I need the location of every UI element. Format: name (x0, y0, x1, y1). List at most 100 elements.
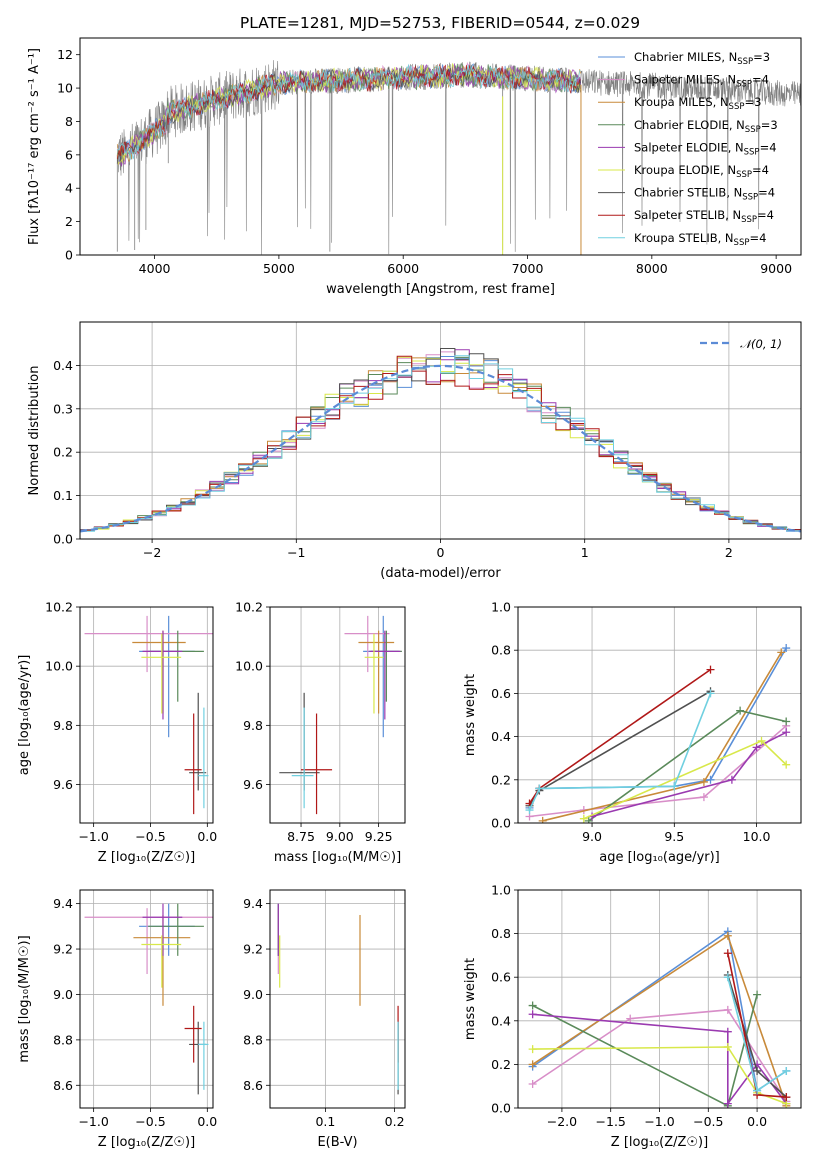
weight-series (532, 994, 758, 1107)
x-tick-label: 4000 (139, 261, 171, 276)
x-tick-label: 1 (581, 545, 589, 560)
axes-frame (79, 606, 214, 824)
weight-marker (736, 706, 745, 715)
legend-subscript: SSP (742, 193, 758, 203)
weight-marker (723, 973, 732, 982)
x-tick-label: 9.00 (326, 829, 354, 844)
plot-area (528, 927, 791, 1108)
x-tick-label: −1 (287, 545, 305, 560)
y-tick-label: 9.4 (243, 896, 263, 911)
model-spectrum (116, 63, 581, 161)
y-tick-label: 10 (57, 81, 73, 96)
weight-marker (723, 1042, 732, 1051)
y-tick-label: 0.4 (491, 1013, 511, 1028)
legend-subscript: SSP (737, 57, 753, 67)
x-tick-label: 6000 (387, 261, 419, 276)
axes-frame (269, 889, 406, 1109)
y-tick-label: 9.2 (53, 942, 73, 957)
x-axis-label: (data-model)/error (380, 566, 501, 581)
weight-marker (528, 1045, 537, 1054)
x-tick-label: −0.5 (135, 829, 165, 844)
weight-marker (782, 728, 791, 737)
y-tick-label: 0.6 (491, 970, 511, 985)
y-tick-label: 8.8 (243, 1032, 263, 1047)
panel-weight_age: 9.0 9.5 10.0 0.0 0.2 0.4 0.6 0.8 1.0 age [log₁₀(a… (463, 600, 802, 865)
legend-subscript: SSP (745, 125, 761, 135)
y-tick-label: 1.0 (491, 600, 511, 615)
weight-marker (782, 644, 791, 653)
weight-marker (670, 782, 679, 791)
plot-area (116, 60, 801, 255)
y-tick-label: 0.0 (491, 1101, 511, 1116)
panels: 4000 5000 6000 7000 8000 9000024681012wavelen… (17, 37, 802, 1150)
weight-marker (753, 990, 762, 999)
axes-frame (517, 606, 802, 824)
weight-marker (723, 1005, 732, 1014)
legend-subscript: SSP (741, 215, 757, 225)
x-axis-label: Z [log₁₀(Z/Z☉)] (611, 1135, 708, 1150)
weight-series (528, 647, 787, 809)
y-tick-label: 0.8 (491, 926, 511, 941)
weight-marker (777, 648, 786, 657)
y-axis-label: age [log₁₀(age/yr)] (17, 655, 32, 776)
y-tick-label: 0 (65, 248, 73, 263)
x-tick-label: −0.5 (135, 1114, 165, 1129)
weight-marker (723, 949, 732, 958)
x-tick-label: 10.0 (743, 829, 771, 844)
weight-marker (757, 736, 766, 745)
weight-marker (723, 1027, 732, 1036)
plot-area (84, 903, 213, 1095)
figure-title: PLATE=1281, MJD=52753, FIBERID=0544, z=0… (240, 14, 640, 32)
weight-marker (584, 816, 593, 823)
legend-label: Salpeter STELIB, NSSP=4 (634, 208, 774, 225)
weight-marker (706, 775, 715, 784)
legend-nssp: =4 (757, 208, 774, 222)
weight-series (532, 1046, 787, 1105)
legend-label: Kroupa STELIB, NSSP=4 (634, 231, 766, 248)
panel-mass_Z: −1.0 −0.5 0.0 8.6 8.8 9.0 9.2 9.4 Z [log₁₀(Z/Z☉)… (17, 889, 217, 1150)
y-tick-label: 0.2 (53, 445, 73, 460)
x-tick-label: 9.5 (664, 829, 684, 844)
legend-nssp: =4 (752, 163, 769, 177)
y-tick-label: 10.2 (45, 600, 73, 615)
panel-age_Z: −1.0 −0.5 0.0 9.6 9.8 10.0 10.2 Z [log₁₀(Z/Z☉)]… (17, 600, 217, 866)
legend-label: Chabrier MILES, NSSP=3 (634, 50, 770, 67)
panel-age_mass: 8.75 9.00 9.25 9.6 9.8 10.0 10.2 mass [log₁₀(M/… (235, 600, 406, 865)
weight-marker (528, 1060, 537, 1069)
x-tick-label: 0.0 (747, 1114, 767, 1129)
weight-series (591, 731, 787, 818)
x-tick-label: 9000 (760, 261, 792, 276)
x-axis-label: Z [log₁₀(Z/Z☉)] (98, 850, 195, 865)
y-tick-label: 0.2 (491, 772, 511, 787)
weight-marker (723, 931, 732, 940)
x-tick-label: 8.75 (287, 829, 315, 844)
x-tick-label: 9.25 (365, 829, 393, 844)
legend-label: Kroupa ELODIE, NSSP=4 (634, 163, 769, 180)
weight-marker (699, 793, 708, 802)
weight-marker (538, 816, 547, 823)
x-tick-label: 0 (437, 545, 445, 560)
weight-marker (753, 1066, 762, 1075)
y-tick-label: 0.6 (491, 686, 511, 701)
weight-marker (525, 806, 534, 815)
y-tick-label: 0.0 (491, 816, 511, 831)
y-tick-label: 9.0 (243, 987, 263, 1002)
weight-marker (752, 743, 761, 752)
x-tick-label: −1.0 (78, 1114, 108, 1129)
legend-label: Salpeter MILES, NSSP=4 (634, 73, 769, 90)
legend-subscript: SSP (744, 147, 760, 157)
legend-nssp: =4 (749, 231, 766, 245)
y-tick-label: 8.6 (53, 1078, 73, 1093)
panel-mass_ebv: 0.1 0.2 8.6 8.8 9.0 9.2 9.4 E(B-V) (243, 889, 406, 1150)
weight-series (532, 1009, 788, 1102)
y-tick-label: 0.0 (53, 532, 73, 547)
legend-subscript: SSP (736, 170, 752, 180)
y-tick-label: 1.0 (491, 883, 511, 898)
y-tick-label: 6 (65, 147, 73, 162)
y-tick-label: 8 (65, 114, 73, 129)
x-tick-label: 5000 (263, 261, 295, 276)
axes-frame (79, 37, 802, 256)
legend-label: Salpeter ELODIE, NSSP=4 (634, 140, 777, 157)
weight-marker (723, 1099, 732, 1108)
